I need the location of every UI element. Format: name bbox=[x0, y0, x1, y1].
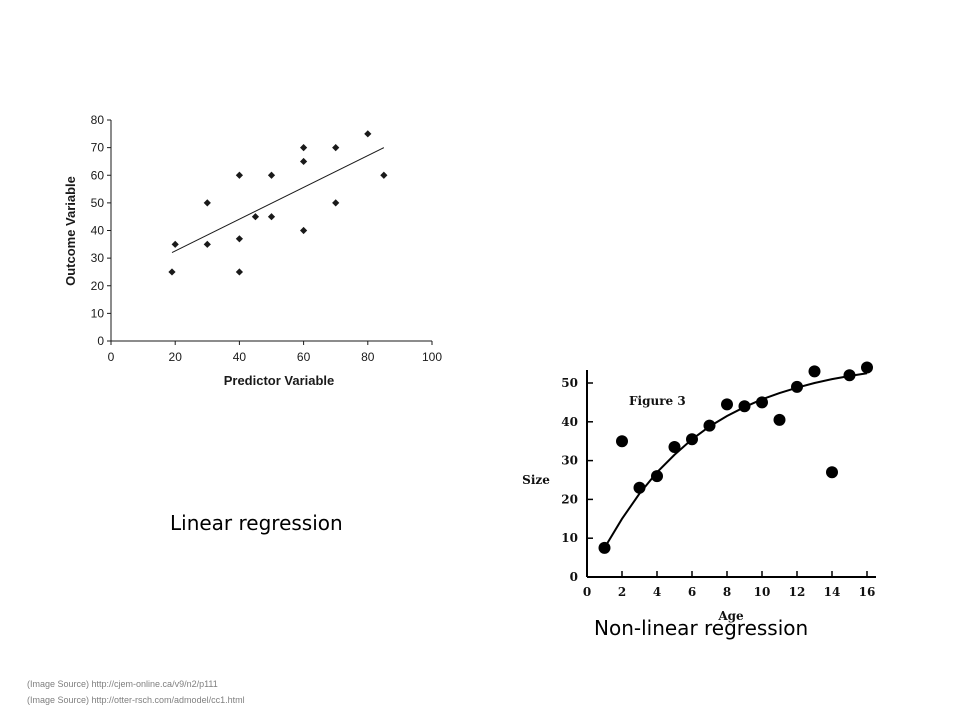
chart1-data-point bbox=[380, 171, 388, 179]
chart2-x-tick-label: 14 bbox=[824, 585, 841, 599]
chart1-x-axis-label: Predictor Variable bbox=[224, 373, 335, 388]
chart2-data-point bbox=[598, 541, 611, 554]
chart1-x-tick-label: 60 bbox=[297, 350, 311, 364]
chart1-data-point bbox=[300, 157, 308, 166]
chart1-trendline bbox=[171, 147, 385, 254]
chart2-data-point bbox=[738, 400, 751, 413]
chart1-axes bbox=[107, 119, 433, 345]
chart1-data-point bbox=[251, 213, 260, 221]
chart2-x-tick-label: 16 bbox=[859, 585, 876, 599]
chart2-data-point bbox=[791, 380, 803, 393]
image-source-2: (Image Source) http://otter-rsch.com/adm… bbox=[27, 695, 245, 705]
chart2-data-point bbox=[808, 365, 821, 378]
chart1-data-point bbox=[364, 130, 372, 138]
chart2-y-axis-label: Size bbox=[522, 473, 550, 487]
chart2-data-point bbox=[633, 481, 646, 494]
chart1-data-point bbox=[235, 171, 243, 179]
chart2-data-point bbox=[651, 470, 663, 483]
chart1-data-point bbox=[203, 199, 211, 207]
chart1-y-tick-label: 80 bbox=[91, 113, 105, 127]
chart2-data-point bbox=[861, 361, 873, 374]
chart1-x-tick-label: 100 bbox=[422, 350, 442, 364]
chart1-x-tick-label: 80 bbox=[361, 350, 375, 364]
chart2-x-axis-label: Age bbox=[717, 609, 744, 623]
chart2-y-tick-label: 30 bbox=[561, 454, 578, 468]
chart2-y-tick-label: 0 bbox=[570, 570, 578, 584]
chart1-data-point bbox=[267, 213, 276, 221]
chart1-tick-labels: 0 10 20 30 40 50 60 70 80 0 20 40 60 80 100 bbox=[91, 113, 443, 364]
chart1-data-point bbox=[168, 268, 176, 276]
chart2-y-tick-label: 10 bbox=[561, 531, 578, 545]
chart1-data-point bbox=[267, 171, 276, 179]
chart2-data-point bbox=[826, 466, 838, 479]
chart2-data-point bbox=[686, 433, 698, 446]
chart1-data-point bbox=[300, 144, 308, 152]
chart1-data-point bbox=[235, 235, 243, 243]
chart2-fitted-curve bbox=[603, 372, 868, 549]
chart2-x-tick-label: 2 bbox=[618, 585, 626, 599]
chart2-data-point bbox=[773, 413, 786, 426]
linear-regression-caption: Linear regression bbox=[170, 511, 343, 535]
chart2-y-tick-label: 20 bbox=[561, 492, 578, 506]
chart2-points bbox=[598, 361, 873, 554]
chart1-data-point bbox=[171, 240, 179, 248]
chart2-x-tick-label: 6 bbox=[688, 585, 696, 599]
chart1-y-tick-label: 0 bbox=[97, 334, 104, 348]
image-source-1: (Image Source) http://cjem-online.ca/v9/… bbox=[27, 679, 218, 689]
chart2-x-tick-label: 10 bbox=[754, 585, 771, 599]
chart1-x-tick-label: 40 bbox=[233, 350, 247, 364]
chart1-y-tick-label: 10 bbox=[91, 306, 105, 320]
chart1-y-axis-label: Outcome Variable bbox=[63, 176, 78, 286]
chart2-data-point bbox=[756, 396, 768, 409]
chart2-data-point bbox=[721, 398, 733, 411]
chart2-axes bbox=[586, 370, 876, 578]
chart2-x-tick-label: 0 bbox=[583, 585, 591, 599]
chart2-x-tick-label: 8 bbox=[723, 585, 731, 599]
chart2-y-tick-label: 40 bbox=[561, 415, 578, 429]
chart2-y-tick-label: 50 bbox=[561, 376, 578, 390]
chart2-x-tick-label: 4 bbox=[653, 585, 661, 599]
chart2-data-point bbox=[668, 441, 681, 454]
chart1-x-tick-label: 20 bbox=[169, 350, 183, 364]
chart1-data-point bbox=[203, 240, 211, 248]
chart1-points bbox=[168, 130, 388, 276]
nonlinear-regression-caption: Non-linear regression bbox=[594, 616, 809, 640]
chart2-x-tick-label: 12 bbox=[789, 585, 806, 599]
chart1-y-tick-label: 60 bbox=[91, 168, 105, 182]
chart1-y-tick-label: 30 bbox=[91, 251, 105, 265]
chart2-figure-annotation: Figure 3 bbox=[629, 394, 686, 408]
chart2-data-point bbox=[703, 419, 716, 432]
chart1-data-point bbox=[300, 226, 308, 235]
chart1-y-tick-label: 20 bbox=[91, 279, 105, 293]
chart1-y-tick-label: 40 bbox=[91, 224, 105, 238]
chart1-y-tick-label: 50 bbox=[91, 196, 105, 210]
chart1-data-point bbox=[332, 144, 340, 152]
chart1-data-point bbox=[235, 268, 243, 276]
chart2-data-point bbox=[616, 435, 628, 448]
chart1-x-tick-label: 0 bbox=[108, 350, 115, 364]
chart1-data-point bbox=[332, 199, 340, 207]
chart2-tick-labels: 0 10 20 30 40 50 0 2 4 6 8 10 12 14 16 bbox=[561, 376, 875, 599]
chart1-y-tick-label: 70 bbox=[91, 141, 105, 155]
chart2-data-point bbox=[843, 369, 856, 382]
